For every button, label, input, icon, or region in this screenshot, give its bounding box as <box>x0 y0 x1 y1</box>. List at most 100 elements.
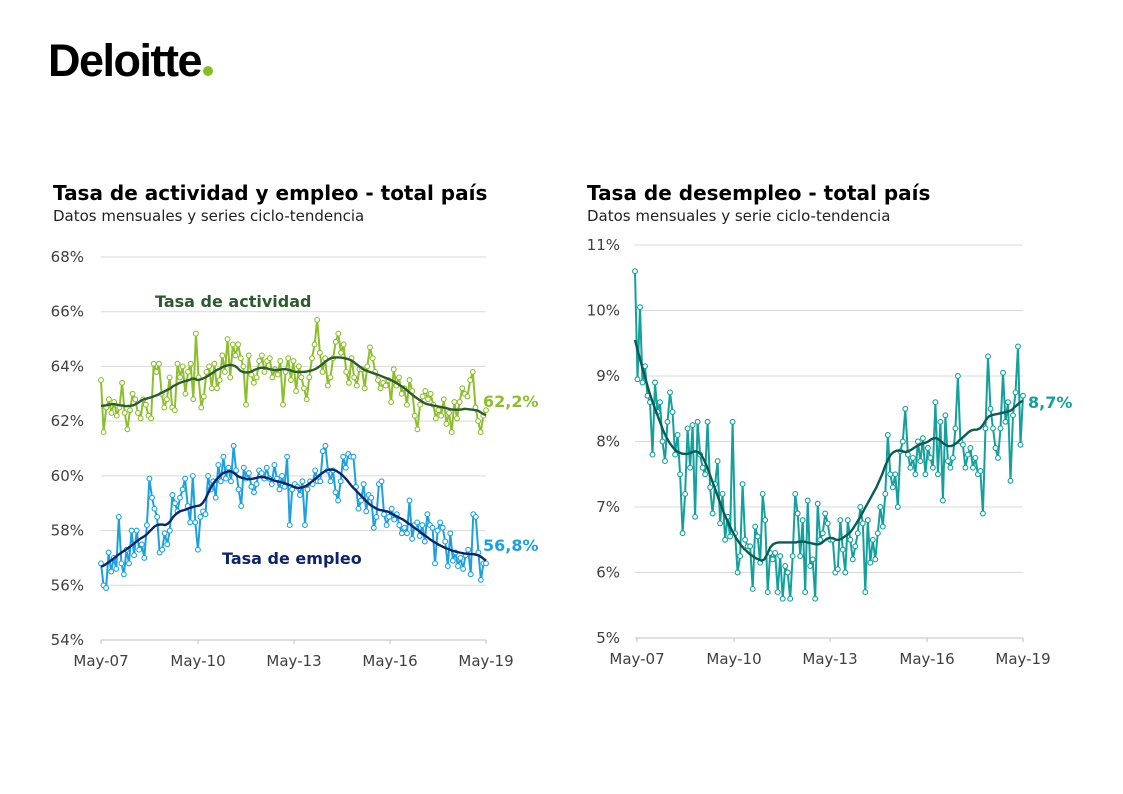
monthly-data-point <box>483 407 489 414</box>
monthly-data-point <box>942 412 949 419</box>
monthly-data-point <box>353 382 360 389</box>
monthly-data-point <box>286 522 293 529</box>
y-tick-label: 62% <box>51 412 84 430</box>
monthly-data-point <box>824 520 831 527</box>
monthly-data-point <box>240 363 247 370</box>
monthly-data-point <box>997 425 1004 432</box>
x-tick-label: May-16 <box>899 650 954 668</box>
monthly-data-point <box>964 451 971 458</box>
monthly-data-point <box>1015 343 1021 350</box>
monthly-data-point <box>361 385 368 392</box>
monthly-data-point <box>919 435 926 442</box>
monthly-data-point <box>219 352 226 359</box>
monthly-data-point <box>814 500 821 507</box>
monthly-data-point <box>862 589 869 596</box>
monthly-data-point <box>754 533 761 540</box>
monthly-data-point <box>396 522 403 529</box>
monthly-data-point <box>927 454 934 461</box>
monthly-data-point <box>469 368 476 375</box>
monthly-data-point <box>704 418 711 425</box>
monthly-data-point <box>115 513 122 520</box>
monthly-data-point <box>367 344 373 351</box>
monthly-data-point <box>261 368 268 375</box>
monthly-data-point <box>235 486 242 493</box>
monthly-data-point <box>467 571 474 578</box>
monthly-data-point <box>338 349 344 356</box>
monthly-data-point <box>822 510 829 517</box>
monthly-data-point <box>369 355 376 362</box>
actividad-series-label: Tasa de actividad <box>155 292 311 311</box>
x-tick-label: May-07 <box>73 652 128 670</box>
monthly-data-point <box>932 399 939 406</box>
monthly-data-point <box>304 486 311 493</box>
monthly-data-point <box>128 527 135 534</box>
monthly-data-point <box>171 407 178 414</box>
monthly-data-point <box>440 396 447 403</box>
chart2-title: Tasa de desempleo - total país <box>587 181 931 205</box>
y-tick-label: 58% <box>51 522 84 540</box>
monthly-data-point <box>182 475 189 482</box>
monthly-data-point <box>789 553 796 560</box>
monthly-data-point <box>952 425 959 432</box>
monthly-data-point <box>216 377 223 384</box>
monthly-data-point <box>388 505 395 512</box>
monthly-data-point <box>368 494 375 501</box>
monthly-data-point <box>373 513 380 520</box>
monthly-data-point <box>133 527 140 534</box>
monthly-data-point <box>421 538 428 545</box>
monthly-data-point <box>391 516 398 523</box>
monthly-data-point <box>417 401 424 408</box>
monthly-data-point <box>799 517 806 524</box>
monthly-data-point <box>192 519 199 526</box>
monthly-data-point <box>220 453 227 460</box>
monthly-data-point <box>228 478 234 485</box>
empleo-end-label: 56,8% <box>483 536 539 555</box>
y-tick-label: 60% <box>51 467 84 485</box>
monthly-data-point <box>467 377 474 384</box>
monthly-data-point <box>949 454 956 461</box>
monthly-data-point <box>146 475 153 482</box>
monthly-data-point <box>982 425 989 432</box>
monthly-data-point <box>119 379 126 386</box>
monthly-data-point <box>317 478 324 485</box>
monthly-data-point <box>192 330 199 337</box>
monthly-data-point <box>284 453 291 460</box>
monthly-data-point <box>229 341 236 348</box>
monthly-data-point <box>281 483 288 490</box>
monthly-data-point <box>962 464 969 471</box>
monthly-data-point <box>263 464 270 471</box>
monthly-data-point <box>197 513 204 520</box>
monthly-data-point <box>912 471 919 478</box>
monthly-data-point <box>772 549 779 556</box>
monthly-data-point <box>864 517 871 524</box>
monthly-data-point <box>174 360 181 367</box>
monthly-data-point <box>882 490 889 497</box>
monthly-data-point <box>674 432 681 438</box>
monthly-data-point <box>136 546 143 553</box>
monthly-data-point <box>425 396 431 403</box>
monthly-data-point <box>121 409 128 416</box>
monthly-data-point <box>987 405 994 412</box>
monthly-data-point <box>266 355 273 362</box>
monthly-data-point <box>419 393 426 400</box>
monthly-data-point <box>381 511 387 518</box>
y-tick-label: 54% <box>51 631 84 649</box>
empleo-series-label: Tasa de empleo <box>222 549 362 568</box>
monthly-data-point <box>442 538 449 545</box>
monthly-data-point <box>316 349 323 356</box>
monthly-data-point <box>443 420 450 427</box>
monthly-data-point <box>682 490 689 497</box>
chart1-axis: 54% 56% 58% 60% 62% 64% 66% 68% May-07 May-10 May-… <box>51 248 514 670</box>
monthly-data-point <box>351 374 358 381</box>
monthly-data-point <box>301 385 307 392</box>
monthly-data-point <box>295 363 302 370</box>
monthly-data-point <box>312 467 319 474</box>
monthly-data-point <box>947 464 954 471</box>
y-tick-label: 11% <box>587 236 620 254</box>
chart2-subtitle: Datos mensuales y serie ciclo-tendencia <box>587 207 891 225</box>
monthly-data-point <box>792 490 799 497</box>
monthly-data-point <box>148 415 155 422</box>
y-tick-label: 6% <box>596 564 620 582</box>
monthly-data-point <box>739 481 746 488</box>
monthly-data-point <box>483 560 489 567</box>
